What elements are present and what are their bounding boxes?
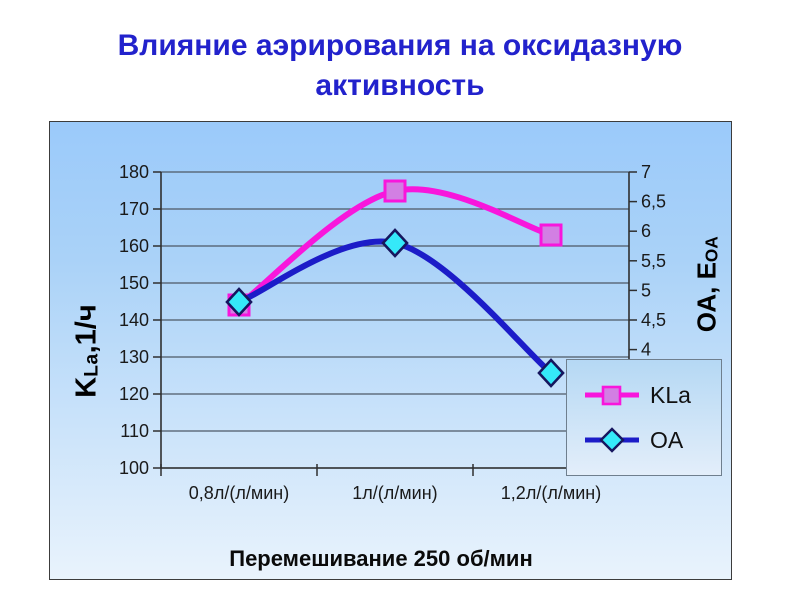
legend-item-KLa: KLa [583, 381, 721, 409]
chart-legend: KLa OA [566, 359, 722, 476]
y-axis-title-left: KLa,1/ч [70, 304, 103, 398]
plot-canvas: 180 170 160 150 140 130 120 110 100 7 6,5 6 5,5 5 4,5 4… [119, 162, 666, 503]
y-tick-label-right: 5 [641, 280, 651, 300]
series-KLa-marker [539, 223, 563, 247]
chart-area: 180 170 160 150 140 130 120 110 100 7 6,5 6 5,5 5 4,5 4… [49, 121, 732, 580]
x-tick-label: 1,2л/(л/мин) [501, 483, 601, 503]
y-axis-title-right: ОА, ЕОА [691, 235, 722, 333]
legend-label: KLa [650, 381, 691, 408]
y-tick-label-left: 120 [119, 384, 149, 404]
y-tick-label-right: 6 [641, 221, 651, 241]
y-tick-label-left: 100 [119, 458, 149, 478]
y-tick-label-right: 6,5 [641, 192, 666, 212]
y-tick-label-right: 4 [641, 340, 651, 360]
legend-item-OA: OA [583, 426, 721, 454]
slide-title: Влияние аэрирования на оксидазную активн… [117, 29, 683, 102]
legend-marker-square-icon [585, 385, 639, 406]
y-tick-label-left: 140 [119, 310, 149, 330]
series-OA-marker [537, 358, 565, 388]
y-tick-label-left: 130 [119, 347, 149, 367]
y-tick-label-right: 7 [641, 162, 651, 182]
x-tick-label: 0,8л/(л/мин) [189, 483, 289, 503]
y-tick-label-left: 180 [119, 162, 149, 182]
y-tick-label-right: 5,5 [641, 251, 666, 271]
series-KLa-marker [383, 179, 407, 203]
series-OA-marker [225, 287, 253, 317]
y-tick-label-left: 110 [120, 421, 149, 441]
series-OA [225, 228, 565, 388]
y-tick-label-right: 4,5 [641, 310, 666, 330]
y-tick-label-left: 160 [119, 236, 149, 256]
x-axis-title: Перемешивание 250 об/мин [229, 546, 533, 571]
legend-label: OA [650, 426, 684, 453]
x-tick-label: 1л/(л/мин) [352, 483, 437, 503]
legend-marker-diamond-icon [585, 427, 639, 453]
y-tick-label-left: 150 [119, 273, 149, 293]
series-OA-marker [381, 228, 409, 258]
y-tick-label-left: 170 [119, 199, 149, 219]
